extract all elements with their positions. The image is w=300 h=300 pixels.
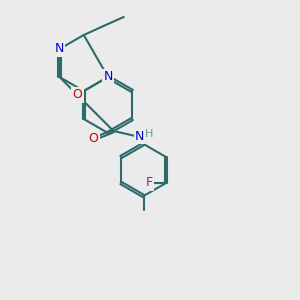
Text: N: N: [55, 43, 64, 56]
Text: O: O: [88, 133, 98, 146]
Text: N: N: [135, 130, 144, 142]
Text: F: F: [146, 176, 153, 190]
Text: N: N: [103, 70, 113, 83]
Text: H: H: [145, 129, 154, 139]
Text: O: O: [73, 88, 82, 101]
